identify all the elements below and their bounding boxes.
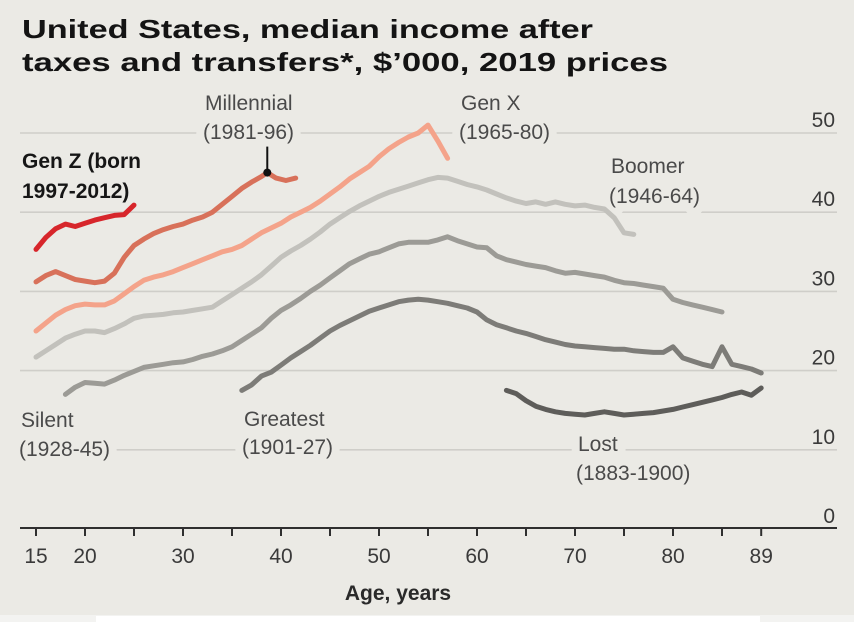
y-tick-label-30: 30: [812, 267, 835, 290]
x-tick-label-30: 30: [171, 545, 194, 568]
x-axis: 15 20 30 40 50 60 70 80 89: [20, 527, 837, 568]
x-tick-label-60: 60: [465, 545, 488, 568]
series-line-gen-z: [33, 202, 137, 252]
y-axis-tick-labels: 0 10 20 30 40 50: [812, 109, 835, 528]
x-axis-title: Age, years: [345, 582, 451, 605]
x-tick-label-89: 89: [750, 545, 773, 568]
chart-title-line-1: United States, median income after: [22, 14, 593, 44]
label-lost-line-1: Lost: [578, 433, 618, 456]
label-greatest-line-2: (1901-27): [242, 436, 333, 459]
x-tick-label-40: 40: [269, 545, 292, 568]
label-millennial-line-1: Millennial: [205, 92, 293, 115]
label-boomer-line-2: (1946-64): [609, 185, 700, 208]
label-boomer-line-1: Boomer: [611, 155, 685, 178]
label-silent-line-2: (1928-45): [19, 438, 110, 461]
label-greatest-line-1: Greatest: [244, 408, 325, 431]
y-tick-label-0: 0: [823, 505, 835, 528]
series-line-gen-x: [33, 122, 451, 334]
label-gen-z-line-1: Gen Z (born: [22, 150, 141, 173]
x-tick-label-50: 50: [367, 545, 390, 568]
x-tick-label-70: 70: [563, 545, 586, 568]
series-line-millennial: [33, 170, 299, 286]
label-gen-x-line-2: (1965-80): [459, 121, 550, 144]
x-tick-label-20: 20: [73, 545, 96, 568]
series-line-boomer: [33, 174, 637, 360]
series-line-lost: [503, 385, 764, 418]
series-line-greatest: [239, 296, 764, 393]
y-tick-label-50: 50: [812, 109, 835, 132]
annotations: [263, 146, 272, 177]
label-lost-line-2: (1883-1900): [576, 462, 690, 485]
annotation-marker-dot: [263, 168, 272, 177]
series-lines: [33, 122, 764, 418]
chart-title-line-2: taxes and transfers*, $’000, 2019 prices: [22, 47, 668, 77]
x-tick-label-15: 15: [24, 545, 47, 568]
y-tick-label-40: 40: [812, 188, 835, 211]
series-line-silent: [62, 234, 725, 397]
label-gen-x-line-1: Gen X: [461, 92, 521, 115]
label-gen-z-line-2: 1997-2012): [22, 180, 129, 203]
gridlines: [20, 132, 837, 451]
y-tick-label-10: 10: [812, 426, 835, 449]
label-millennial-line-2: (1981-96): [203, 121, 294, 144]
y-tick-label-20: 20: [812, 347, 835, 370]
bottom-panel: [96, 616, 760, 622]
x-tick-label-80: 80: [661, 545, 684, 568]
label-silent-line-1: Silent: [21, 409, 74, 432]
